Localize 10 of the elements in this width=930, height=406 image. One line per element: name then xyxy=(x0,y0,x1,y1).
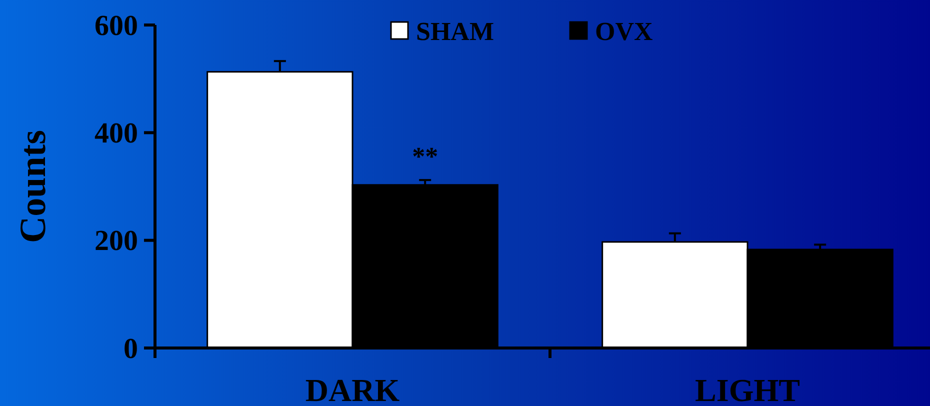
y-tick-label: 200 xyxy=(94,225,138,258)
y-tick-label: 600 xyxy=(94,10,138,42)
x-tick-label: LIGHT xyxy=(695,372,800,406)
legend-label: SHAM xyxy=(416,17,494,46)
legend-label: OVX xyxy=(595,17,653,46)
x-tick-label: DARK xyxy=(305,372,400,406)
annotation: ** xyxy=(412,142,438,171)
y-axis-title: Counts xyxy=(13,130,54,244)
y-tick-label: 400 xyxy=(94,118,138,150)
y-tick-label: 0 xyxy=(124,332,138,365)
